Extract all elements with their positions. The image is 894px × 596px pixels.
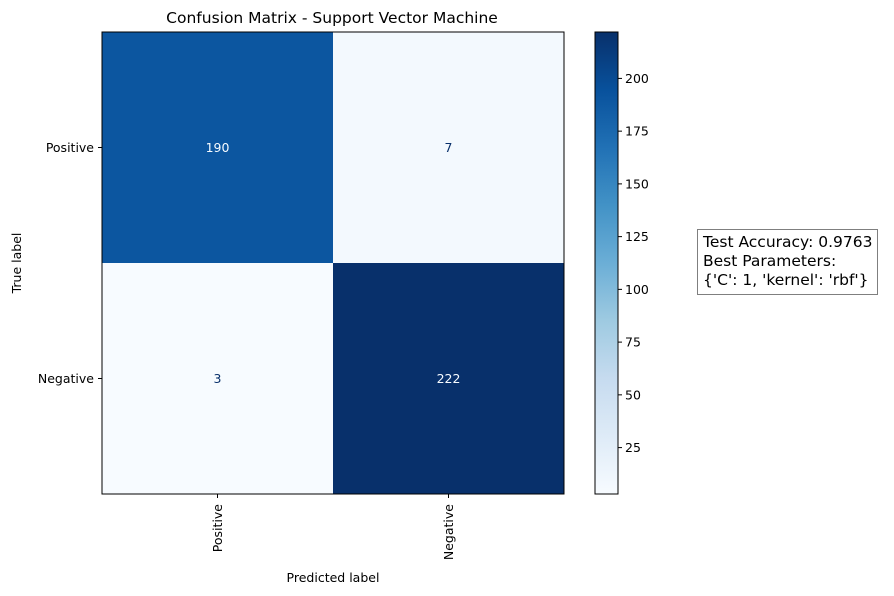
heatmap-cell — [102, 32, 333, 263]
colorbar-tick-label: 75 — [625, 335, 641, 350]
colorbar: 25 50 75 100 125 150 175 200 — [594, 31, 649, 495]
accuracy-annotation-box: Test Accuracy: 0.9763 Best Parameters: {… — [697, 229, 879, 295]
y-tick-label: Negative — [38, 371, 94, 386]
colorbar-tick-label: 50 — [625, 387, 641, 402]
y-axis: Positive Negative — [38, 140, 102, 386]
best-parameters-value: {'C': 1, 'kernel': 'rbf'} — [703, 271, 869, 289]
heatmap-cell — [102, 263, 333, 494]
cell-value-label: 190 — [206, 140, 230, 155]
x-tick-label: Positive — [210, 504, 225, 552]
chart-title: Confusion Matrix - Support Vector Machin… — [166, 9, 498, 27]
cell-value-label: 222 — [437, 371, 461, 386]
colorbar-gradient — [594, 31, 619, 495]
colorbar-tick-label: 200 — [625, 71, 649, 86]
colorbar-tick-label: 125 — [625, 229, 649, 244]
cell-value-label: 3 — [214, 371, 222, 386]
y-tick-label: Positive — [46, 140, 94, 155]
colorbar-tick-label: 25 — [625, 440, 641, 455]
colorbar-tick-label: 150 — [625, 176, 649, 191]
test-accuracy-text: Test Accuracy: 0.9763 — [703, 233, 873, 251]
y-axis-label: True label — [9, 233, 24, 295]
colorbar-tick-label: 175 — [625, 124, 649, 139]
x-axis-label: Predicted label — [287, 570, 380, 585]
heatmap-cell — [333, 263, 564, 494]
best-parameters-heading: Best Parameters: — [703, 252, 837, 270]
colorbar-tick-label: 100 — [625, 282, 649, 297]
cell-value-label: 7 — [445, 140, 453, 155]
heatmap-cell — [333, 32, 564, 263]
x-tick-label: Negative — [441, 504, 456, 560]
heatmap-cells: 190 7 3 222 — [102, 32, 564, 494]
plot-frame — [101, 31, 565, 495]
x-axis: Positive Negative — [210, 494, 456, 560]
